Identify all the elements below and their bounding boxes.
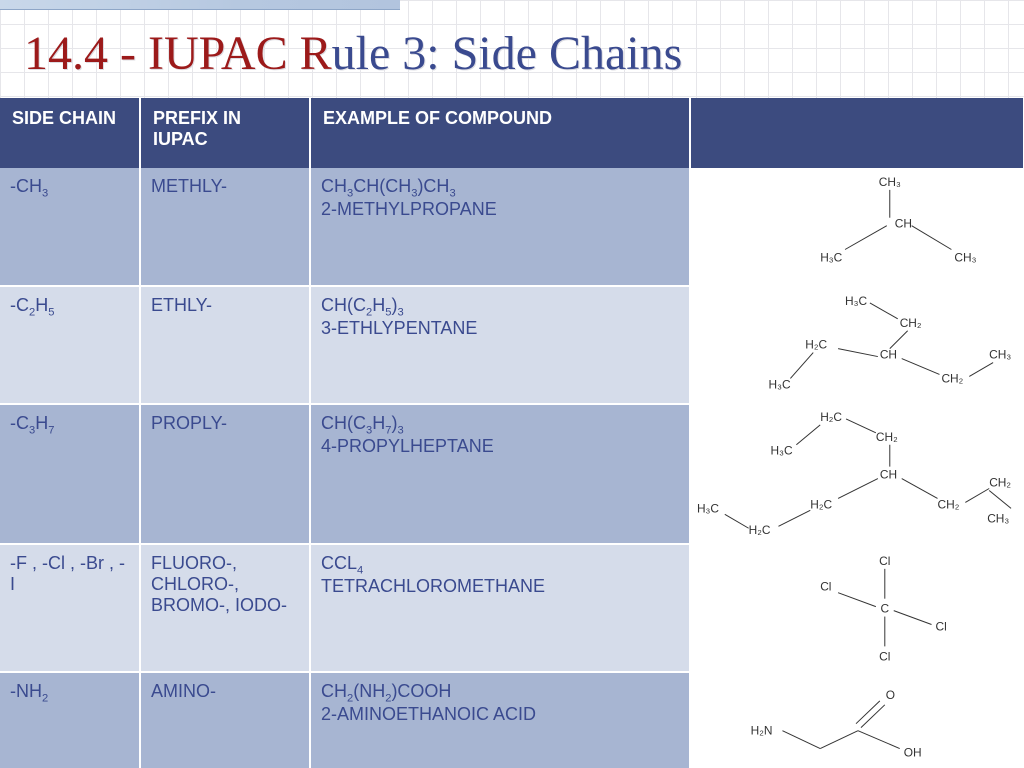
- title-text: IUPAC Rule 3: Side Chains: [148, 27, 682, 80]
- title-number: 14.4 -: [24, 27, 148, 80]
- table-row: -C2H5ETHLY-CH(C2H5)33-ETHLYPENTANE H₃C C…: [0, 286, 1024, 404]
- svg-text:H₂N: H₂N: [751, 724, 773, 738]
- svg-text:H₂C: H₂C: [810, 497, 832, 511]
- svg-text:CH₃: CH₃: [987, 511, 1009, 525]
- table-row: -CH3METHLY-CH3CH(CH3)CH32-METHYLPROPANE …: [0, 168, 1024, 286]
- svg-text:H₃C: H₃C: [697, 501, 719, 515]
- svg-text:O: O: [886, 688, 895, 702]
- cell-prefix: ETHLY-: [140, 286, 310, 404]
- cell-side-chain: -F , -Cl , -Br , -I: [0, 544, 140, 672]
- table-row: -F , -Cl , -Br , -IFLUORO-, CHLORO-, BRO…: [0, 544, 1024, 672]
- cell-side-chain: -NH2: [0, 672, 140, 768]
- svg-text:Cl: Cl: [879, 649, 890, 663]
- cell-prefix: FLUORO-, CHLORO-, BROMO-, IODO-: [140, 544, 310, 672]
- svg-text:CH₃: CH₃: [989, 348, 1011, 362]
- slide-title: 14.4 - IUPAC Rule 3: Side Chains: [24, 26, 682, 81]
- cell-side-chain: -C2H5: [0, 286, 140, 404]
- top-accent-bar: [0, 0, 400, 10]
- svg-text:H₂C: H₂C: [805, 338, 827, 352]
- col-prefix: PREFIX IN IUPAC: [140, 98, 310, 168]
- svg-text:OH: OH: [904, 745, 922, 759]
- side-chain-table: SIDE CHAIN PREFIX IN IUPAC EXAMPLE OF CO…: [0, 98, 1024, 768]
- svg-text:CH: CH: [880, 468, 897, 482]
- svg-text:Cl: Cl: [935, 619, 946, 633]
- svg-text:CH: CH: [895, 217, 912, 231]
- svg-text:H₃C: H₃C: [769, 377, 791, 391]
- svg-text:Cl: Cl: [879, 554, 890, 568]
- cell-prefix: METHLY-: [140, 168, 310, 286]
- col-structure: [690, 98, 1024, 168]
- cell-prefix: PROPLY-: [140, 404, 310, 544]
- svg-text:CH₃: CH₃: [879, 175, 901, 189]
- svg-text:CH₂: CH₂: [938, 497, 960, 511]
- svg-text:Cl: Cl: [820, 580, 831, 594]
- table-header-row: SIDE CHAIN PREFIX IN IUPAC EXAMPLE OF CO…: [0, 98, 1024, 168]
- cell-structure-diagram: Cl C Cl Cl Cl: [690, 544, 1024, 672]
- svg-text:H₃C: H₃C: [845, 294, 867, 308]
- svg-text:CH₂: CH₂: [989, 476, 1011, 490]
- svg-text:CH₃: CH₃: [954, 250, 976, 264]
- col-side-chain: SIDE CHAIN: [0, 98, 140, 168]
- svg-text:CH₂: CH₂: [900, 316, 922, 330]
- cell-structure-diagram: H₂N O OH: [690, 672, 1024, 768]
- cell-structure-diagram: CH₃ CH H₃C CH₃: [690, 168, 1024, 286]
- col-example: EXAMPLE OF COMPOUND: [310, 98, 690, 168]
- cell-example: CH2(NH2)COOH2-AMINOETHANOIC ACID: [310, 672, 690, 768]
- cell-structure-diagram: H₃C CH₂ CH H₂C H₃C CH₂ CH₃: [690, 286, 1024, 404]
- svg-text:CH₂: CH₂: [876, 430, 898, 444]
- svg-text:C: C: [881, 602, 890, 616]
- svg-text:H₂C: H₂C: [749, 523, 771, 537]
- cell-prefix: AMINO-: [140, 672, 310, 768]
- table-row: -C3H7PROPLY-CH(C3H7)34-PROPYLHEPTANE H₂C…: [0, 404, 1024, 544]
- svg-text:H₃C: H₃C: [771, 444, 793, 458]
- cell-example: CH(C3H7)34-PROPYLHEPTANE: [310, 404, 690, 544]
- cell-side-chain: -C3H7: [0, 404, 140, 544]
- cell-example: CH(C2H5)33-ETHLYPENTANE: [310, 286, 690, 404]
- table-body: -CH3METHLY-CH3CH(CH3)CH32-METHYLPROPANE …: [0, 168, 1024, 768]
- svg-text:CH₂: CH₂: [941, 371, 963, 385]
- cell-structure-diagram: H₂C CH₂ H₃C CH H₂C H₂C H₃C CH₂ CH₂ CH₃: [690, 404, 1024, 544]
- svg-text:H₃C: H₃C: [820, 250, 842, 264]
- cell-side-chain: -CH3: [0, 168, 140, 286]
- table-row: -NH2AMINO-CH2(NH2)COOH2-AMINOETHANOIC AC…: [0, 672, 1024, 768]
- svg-text:H₂C: H₂C: [820, 410, 842, 424]
- cell-example: CH3CH(CH3)CH32-METHYLPROPANE: [310, 168, 690, 286]
- cell-example: CCL4TETRACHLOROMETHANE: [310, 544, 690, 672]
- svg-text:CH: CH: [880, 348, 897, 362]
